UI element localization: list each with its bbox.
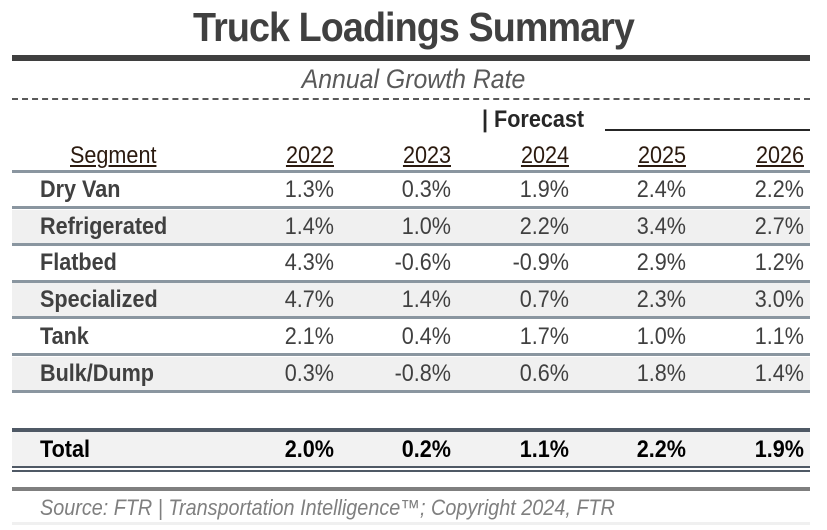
segment-name: Dry Van — [40, 176, 121, 203]
growth-value: -0.9% — [512, 249, 569, 277]
growth-value: 1.0% — [401, 212, 451, 240]
page-title: Truck Loadings Summary — [193, 4, 635, 50]
title-divider — [12, 55, 810, 61]
growth-value: 2.1% — [284, 322, 334, 350]
growth-value: 4.3% — [284, 249, 334, 277]
header-segment: Segment — [70, 142, 157, 169]
header-2024: 2024 — [520, 142, 569, 169]
growth-value: 4.7% — [284, 286, 334, 314]
source-divider — [12, 487, 810, 491]
table-row: Refrigerated 1.4% 1.0% 2.2% 3.4% 2.7% — [12, 209, 810, 244]
total-double-rule — [12, 466, 810, 468]
growth-value: 2.4% — [636, 176, 686, 203]
segment-name: Bulk/Dump — [40, 359, 155, 387]
total-double-rule-2 — [12, 470, 810, 472]
row-divider — [12, 242, 810, 246]
segment-name: Flatbed — [40, 249, 117, 277]
growth-value: 0.6% — [519, 359, 569, 387]
growth-value: 1.0% — [636, 322, 686, 350]
total-2025: 2.2% — [636, 436, 686, 463]
source-note: Source: FTR | Transportation Intelligenc… — [40, 495, 615, 520]
table-row: Dry Van 1.3% 0.3% 1.9% 2.4% 2.2% — [12, 173, 810, 207]
dashed-divider — [12, 98, 810, 100]
growth-value: 3.4% — [636, 212, 686, 240]
subtitle: Annual Growth Rate — [301, 64, 526, 94]
growth-value: 1.9% — [519, 176, 569, 203]
growth-value: -0.8% — [394, 359, 451, 387]
growth-value: 1.8% — [636, 359, 686, 387]
total-2026: 1.9% — [754, 436, 804, 463]
total-2022: 2.0% — [284, 436, 334, 463]
growth-value: 2.2% — [754, 176, 804, 203]
segment-name: Specialized — [40, 286, 158, 314]
row-divider — [12, 353, 810, 356]
growth-value: 0.4% — [401, 322, 451, 350]
growth-value: -0.6% — [394, 249, 451, 277]
table-row: Flatbed 4.3% -0.6% -0.9% 2.9% 1.2% — [12, 246, 810, 280]
source-bottom-band — [12, 522, 810, 525]
growth-value: 1.1% — [754, 322, 804, 350]
growth-value: 2.2% — [519, 212, 569, 240]
growth-value: 0.7% — [519, 286, 569, 314]
forecast-label: | Forecast — [482, 106, 585, 133]
growth-value: 1.2% — [754, 249, 804, 277]
growth-value: 2.9% — [636, 249, 686, 277]
header-2022: 2022 — [285, 142, 334, 169]
row-divider — [12, 206, 810, 210]
row-divider — [12, 170, 810, 173]
total-row: Total 2.0% 0.2% 1.1% 2.2% 1.9% — [12, 428, 810, 468]
row-divider — [12, 279, 810, 283]
segment-name: Tank — [40, 322, 89, 350]
forecast-underline — [605, 129, 810, 131]
header-2023: 2023 — [402, 142, 451, 169]
table-row: Tank 2.1% 0.4% 1.7% 1.0% 1.1% — [12, 320, 810, 354]
growth-value: 3.0% — [754, 286, 804, 314]
total-2023: 0.2% — [401, 436, 451, 463]
table-row: Bulk/Dump 0.3% -0.8% 0.6% 1.8% 1.4% — [12, 356, 810, 391]
growth-value: 1.4% — [401, 286, 451, 314]
growth-value: 1.3% — [284, 176, 334, 203]
growth-value: 0.3% — [284, 359, 334, 387]
header-2025: 2025 — [637, 142, 686, 169]
row-divider — [12, 389, 810, 393]
total-label: Total — [40, 436, 90, 463]
segment-name: Refrigerated — [40, 212, 168, 240]
total-2024: 1.1% — [519, 436, 569, 463]
growth-value: 1.7% — [519, 322, 569, 350]
row-divider — [12, 316, 810, 320]
growth-value: 1.4% — [284, 212, 334, 240]
table-row: Specialized 4.7% 1.4% 0.7% 2.3% 3.0% — [12, 283, 810, 318]
growth-value: 1.4% — [754, 359, 804, 387]
growth-value: 0.3% — [401, 176, 451, 203]
growth-value: 2.7% — [754, 212, 804, 240]
growth-value: 2.3% — [636, 286, 686, 314]
header-2026: 2026 — [755, 142, 804, 169]
